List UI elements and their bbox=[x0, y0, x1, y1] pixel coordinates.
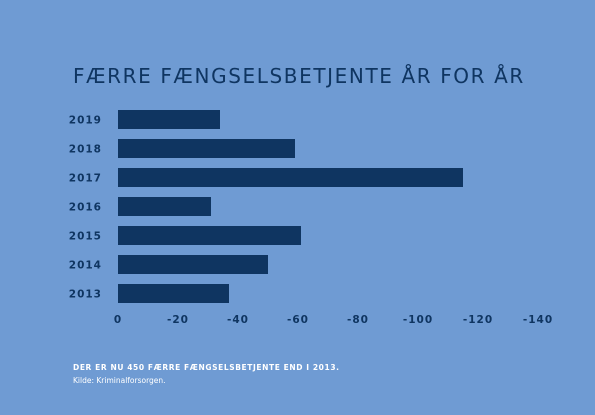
bar-2013 bbox=[118, 284, 229, 303]
x-tick-label: -80 bbox=[347, 314, 369, 326]
x-tick-label: -60 bbox=[287, 314, 309, 326]
x-tick-labels-group: 0 -20 -40 -60 -80 -100 -120 -140 bbox=[114, 314, 553, 326]
category-label-2017: 2017 bbox=[69, 173, 102, 185]
x-tick-label: -120 bbox=[463, 314, 493, 326]
x-tick-label: 0 bbox=[114, 314, 122, 326]
chart-title: FÆRRE FÆNGSELSBETJENTE ÅR FOR ÅR bbox=[73, 64, 525, 88]
bar-2017 bbox=[118, 168, 463, 187]
x-tick-label: -20 bbox=[167, 314, 189, 326]
category-label-2015: 2015 bbox=[69, 231, 102, 243]
category-label-2013: 2013 bbox=[69, 289, 102, 301]
bar-2016 bbox=[118, 197, 211, 216]
bar-2019 bbox=[118, 110, 220, 129]
category-label-2018: 2018 bbox=[69, 144, 102, 156]
category-label-2016: 2016 bbox=[69, 202, 102, 214]
x-tick-label: -40 bbox=[227, 314, 249, 326]
category-labels-group: 2019 2018 2017 2016 2015 2014 2013 bbox=[69, 115, 102, 301]
bar-2014 bbox=[118, 255, 268, 274]
x-tick-label: -140 bbox=[523, 314, 553, 326]
x-tick-label: -100 bbox=[403, 314, 433, 326]
bar-2015 bbox=[118, 226, 301, 245]
footnote: DER ER NU 450 FÆRRE FÆNGSELSBETJENTE END… bbox=[73, 363, 340, 372]
bar-2018 bbox=[118, 139, 295, 158]
source-note: Kilde: Kriminalforsorgen. bbox=[73, 376, 166, 385]
category-label-2019: 2019 bbox=[69, 115, 102, 127]
bars-group bbox=[118, 110, 463, 303]
category-label-2014: 2014 bbox=[69, 260, 102, 272]
